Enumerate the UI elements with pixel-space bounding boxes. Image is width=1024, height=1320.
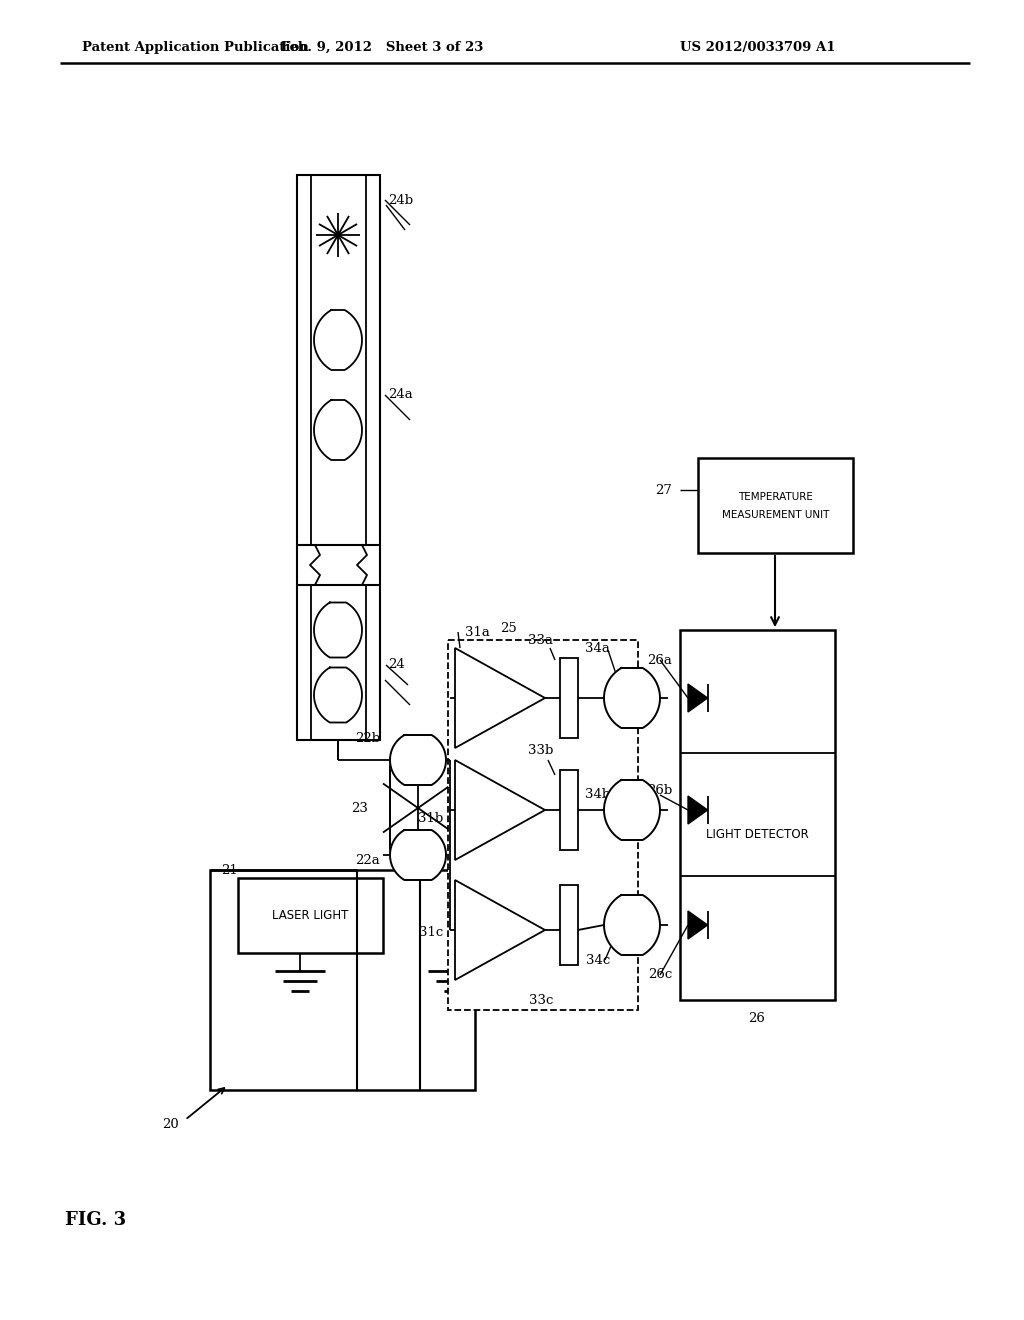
Polygon shape — [314, 310, 362, 370]
Text: FIG. 3: FIG. 3 — [65, 1210, 126, 1229]
Text: 24a: 24a — [388, 388, 413, 401]
Polygon shape — [314, 400, 362, 459]
Text: 26c: 26c — [648, 969, 672, 982]
Polygon shape — [604, 780, 660, 840]
Polygon shape — [390, 735, 446, 785]
Polygon shape — [688, 796, 708, 824]
Text: 33c: 33c — [528, 994, 553, 1006]
Text: 34a: 34a — [585, 642, 610, 655]
Text: 26a: 26a — [647, 653, 672, 667]
Text: LIGHT DETECTOR: LIGHT DETECTOR — [707, 829, 809, 842]
Polygon shape — [314, 668, 362, 722]
Text: 21: 21 — [221, 863, 238, 876]
Text: US 2012/0033709 A1: US 2012/0033709 A1 — [680, 41, 836, 54]
Text: 34c: 34c — [586, 953, 610, 966]
Text: 26b: 26b — [647, 784, 672, 796]
Text: 31b: 31b — [418, 812, 443, 825]
Text: TEMPERATURE: TEMPERATURE — [738, 492, 813, 503]
Text: 24b: 24b — [388, 194, 413, 206]
Text: 22a: 22a — [355, 854, 380, 866]
Text: 27: 27 — [655, 483, 672, 496]
Bar — [297, 585, 380, 741]
Bar — [238, 878, 383, 953]
Polygon shape — [390, 830, 446, 880]
Polygon shape — [688, 684, 708, 711]
Bar — [560, 770, 578, 850]
Polygon shape — [688, 911, 708, 939]
Text: 23: 23 — [351, 801, 368, 814]
Bar — [297, 176, 380, 545]
Bar — [680, 630, 835, 1001]
Text: 33b: 33b — [527, 743, 553, 756]
Text: Feb. 9, 2012   Sheet 3 of 23: Feb. 9, 2012 Sheet 3 of 23 — [281, 41, 483, 54]
Polygon shape — [604, 895, 660, 954]
Text: LASER LIGHT: LASER LIGHT — [272, 909, 349, 921]
Bar — [560, 884, 578, 965]
Text: 20: 20 — [162, 1118, 179, 1131]
Text: Patent Application Publication: Patent Application Publication — [82, 41, 309, 54]
Text: 31a: 31a — [465, 626, 489, 639]
Text: 25: 25 — [500, 622, 517, 635]
Text: 31c: 31c — [419, 927, 443, 940]
Polygon shape — [604, 668, 660, 729]
Text: MEASUREMENT UNIT: MEASUREMENT UNIT — [722, 511, 829, 520]
Bar — [449, 640, 638, 1010]
Text: 22b: 22b — [355, 731, 380, 744]
Text: 24: 24 — [388, 659, 404, 672]
Bar — [560, 657, 578, 738]
Bar — [698, 458, 853, 553]
Polygon shape — [314, 602, 362, 657]
Text: 26: 26 — [749, 1011, 765, 1024]
Text: 34b: 34b — [585, 788, 610, 801]
Bar — [210, 870, 475, 1090]
Text: 33a: 33a — [528, 634, 553, 647]
